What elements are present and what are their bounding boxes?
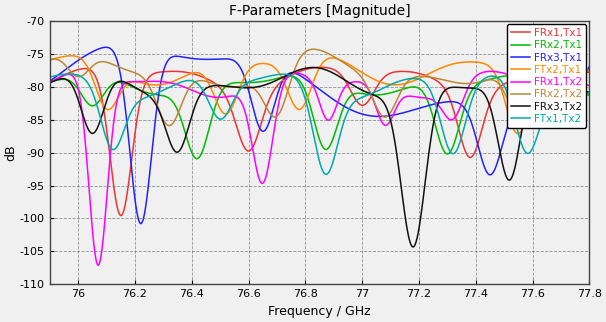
- FTx1,Tx2: [273, 73, 280, 77]
- FRx1,Tx1: [118, 213, 125, 217]
- FRx3,Tx2: [410, 245, 417, 249]
- FRx1,Tx1: [570, 69, 577, 72]
- FRx3,Tx2: [585, 91, 593, 95]
- FTx2,Tx1: [278, 74, 285, 78]
- FTx2,Tx1: [570, 88, 577, 92]
- Legend: FRx1,Tx1, FRx2,Tx1, FRx3,Tx1, FTx2,Tx1, FRx1,Tx2, FRx2,Tx2, FRx3,Tx2, FTx1,Tx2: FRx1,Tx1, FRx2,Tx1, FRx3,Tx1, FTx2,Tx1, …: [507, 24, 586, 128]
- Line: FRx1,Tx1: FRx1,Tx1: [50, 67, 589, 215]
- FRx3,Tx2: [273, 78, 280, 82]
- FRx3,Tx1: [303, 78, 310, 82]
- Line: FRx1,Tx2: FRx1,Tx2: [50, 71, 589, 265]
- FRx2,Tx1: [46, 80, 53, 83]
- FRx3,Tx2: [277, 76, 284, 80]
- FRx3,Tx2: [438, 92, 445, 96]
- FRx2,Tx2: [542, 49, 550, 52]
- FRx1,Tx2: [585, 84, 593, 88]
- FRx2,Tx1: [585, 93, 593, 97]
- FRx3,Tx2: [542, 68, 550, 72]
- FRx3,Tx2: [570, 82, 577, 86]
- FRx1,Tx2: [302, 75, 310, 79]
- FRx1,Tx1: [317, 65, 324, 69]
- FRx2,Tx1: [570, 90, 577, 94]
- Title: F-Parameters [Magnitude]: F-Parameters [Magnitude]: [228, 4, 410, 18]
- FTx1,Tx2: [302, 101, 310, 105]
- FRx2,Tx2: [165, 124, 173, 128]
- FTx2,Tx1: [302, 99, 310, 102]
- FTx1,Tx2: [322, 173, 330, 176]
- FRx2,Tx2: [302, 49, 310, 53]
- Line: FRx3,Tx1: FRx3,Tx1: [50, 47, 589, 223]
- FRx3,Tx1: [278, 82, 285, 86]
- FRx2,Tx1: [438, 145, 445, 148]
- FRx3,Tx1: [102, 45, 110, 49]
- X-axis label: Frequency / GHz: Frequency / GHz: [268, 305, 371, 318]
- FRx2,Tx2: [310, 47, 317, 51]
- Line: FRx2,Tx1: FRx2,Tx1: [50, 76, 589, 159]
- FRx1,Tx1: [278, 80, 285, 84]
- FTx1,Tx2: [278, 72, 285, 76]
- FRx1,Tx2: [542, 80, 550, 83]
- FRx2,Tx1: [273, 77, 280, 80]
- FTx2,Tx1: [46, 58, 53, 62]
- FRx3,Tx1: [46, 79, 53, 83]
- FRx3,Tx1: [137, 222, 144, 225]
- FRx3,Tx1: [273, 95, 281, 99]
- FRx2,Tx2: [438, 78, 445, 81]
- Line: FTx2,Tx1: FTx2,Tx1: [50, 56, 589, 134]
- FRx1,Tx1: [273, 85, 280, 89]
- FTx1,Tx2: [570, 96, 577, 99]
- FRx1,Tx1: [46, 81, 53, 85]
- FRx1,Tx2: [95, 263, 102, 267]
- FRx1,Tx1: [585, 71, 593, 74]
- FRx3,Tx1: [585, 65, 593, 69]
- Line: FTx1,Tx2: FTx1,Tx2: [50, 74, 589, 175]
- FTx1,Tx2: [585, 91, 593, 95]
- FTx1,Tx2: [65, 72, 73, 76]
- Y-axis label: dB: dB: [4, 144, 17, 161]
- FRx1,Tx2: [487, 70, 494, 73]
- FTx1,Tx2: [46, 75, 53, 79]
- Line: FRx3,Tx2: FRx3,Tx2: [50, 68, 589, 247]
- FTx2,Tx1: [514, 132, 522, 136]
- FRx2,Tx2: [46, 58, 53, 62]
- FRx1,Tx2: [570, 80, 577, 84]
- FRx3,Tx2: [302, 66, 310, 70]
- FTx2,Tx1: [68, 54, 75, 58]
- FRx1,Tx2: [46, 81, 53, 85]
- FRx3,Tx1: [438, 100, 445, 104]
- FRx2,Tx1: [193, 157, 201, 161]
- FTx1,Tx2: [438, 126, 445, 129]
- FRx1,Tx2: [438, 108, 445, 112]
- FRx2,Tx1: [542, 103, 550, 107]
- FRx1,Tx2: [278, 91, 285, 95]
- FTx1,Tx2: [542, 109, 550, 113]
- FRx1,Tx1: [542, 107, 550, 110]
- Line: FRx2,Tx2: FRx2,Tx2: [50, 49, 589, 126]
- FTx2,Tx1: [438, 66, 445, 70]
- FRx1,Tx1: [302, 67, 310, 71]
- FRx3,Tx2: [46, 81, 53, 85]
- FRx2,Tx1: [302, 92, 310, 96]
- FRx2,Tx1: [504, 74, 511, 78]
- FTx2,Tx1: [273, 68, 280, 71]
- FRx3,Tx1: [542, 98, 550, 102]
- FRx2,Tx2: [585, 69, 593, 73]
- FRx2,Tx1: [278, 76, 285, 80]
- FRx3,Tx1: [570, 110, 577, 114]
- FTx2,Tx1: [542, 65, 550, 69]
- FRx1,Tx1: [438, 83, 445, 87]
- FRx2,Tx2: [570, 58, 577, 62]
- FRx1,Tx2: [273, 113, 280, 117]
- FRx3,Tx2: [309, 66, 316, 70]
- FRx2,Tx2: [278, 109, 285, 112]
- FRx2,Tx2: [273, 115, 280, 118]
- FTx2,Tx1: [585, 68, 593, 72]
